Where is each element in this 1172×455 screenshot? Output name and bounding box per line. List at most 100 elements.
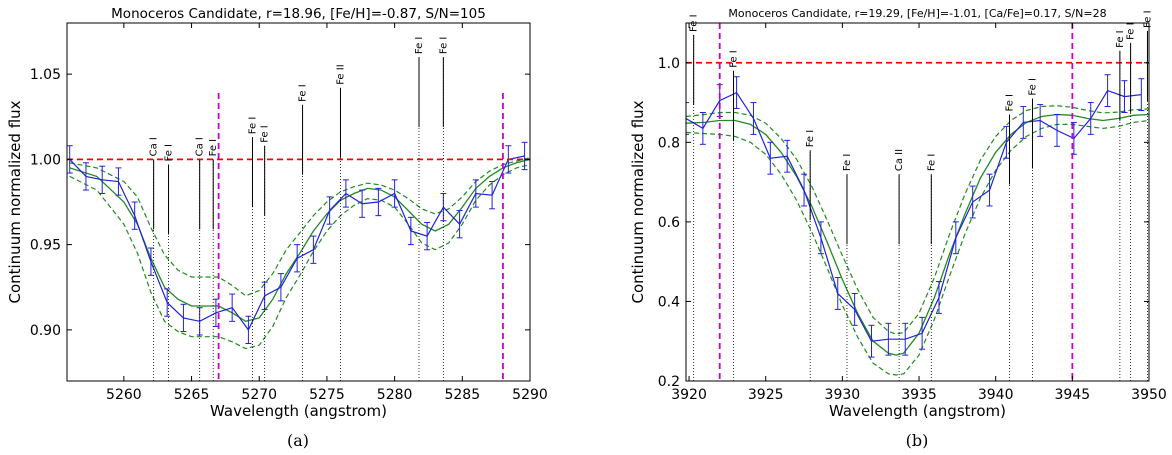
line-label: Fe I	[1126, 22, 1137, 40]
error-bar	[1138, 78, 1145, 112]
error-bar	[375, 187, 382, 217]
y-tick-label: 0.6	[658, 215, 680, 231]
error-bar	[407, 216, 414, 246]
error-bar	[986, 173, 993, 207]
x-tick-label: 5265	[174, 387, 210, 403]
y-tick-label: 0.4	[658, 294, 680, 310]
y-tick-label: 0.8	[658, 135, 680, 151]
line-marker: Fe I	[926, 154, 937, 381]
error-bar	[424, 221, 431, 251]
error-bar	[1104, 74, 1111, 108]
line-label: Fe I	[298, 84, 309, 102]
error-bar	[885, 322, 892, 356]
line-marker: Fe I	[247, 117, 258, 381]
error-bar	[391, 179, 398, 208]
x-tick-label: 5260	[106, 387, 142, 403]
y-tick-label: 0.90	[30, 323, 61, 339]
error-bar	[164, 288, 171, 317]
error-bar	[952, 221, 959, 255]
plot-area	[686, 23, 1149, 381]
error-bar	[294, 244, 301, 273]
x-tick-label: 5285	[444, 387, 480, 403]
error-bar	[733, 76, 740, 110]
line-label: Fe I	[208, 139, 219, 157]
line-label: Fe I	[842, 154, 853, 172]
line-marker: Fe I	[208, 139, 219, 381]
error-bar	[784, 139, 791, 173]
line-label: Fe I	[926, 154, 937, 172]
line-marker: Fe I	[689, 14, 700, 381]
error-bar	[1121, 80, 1128, 113]
error-bar	[261, 281, 268, 310]
y-axis: 0.90 0.95 1.00 1.05	[30, 67, 530, 339]
line-marker: Fe I	[414, 37, 425, 381]
error-bar	[1003, 125, 1010, 159]
line-marker: Fe I	[1126, 22, 1137, 381]
line-marker: Fe I	[438, 37, 449, 381]
chart-panel-b: Fe IFe IFe IFe I Ca II Fe IFe IFe IFe I Fe …	[629, 7, 1167, 450]
plot-area	[67, 93, 530, 381]
axes-frame	[685, 22, 1150, 382]
error-bar	[359, 189, 366, 218]
error-bar	[902, 322, 909, 356]
y-tick-label: 1.00	[30, 152, 61, 168]
y-tick-label: 1.05	[30, 67, 61, 83]
line-label: Fe I	[164, 144, 175, 162]
error-bar	[1020, 106, 1027, 139]
x-tick-label: 5290	[512, 387, 548, 403]
line-label: Fe I	[438, 37, 449, 55]
error-bar	[82, 162, 89, 191]
line-marker: Fe I	[1004, 94, 1015, 381]
model-upper-line	[69, 157, 530, 297]
model-upper-line	[686, 105, 1149, 335]
line-label: Ca I	[195, 137, 206, 156]
line-marker: Fe I	[805, 130, 816, 381]
error-bar	[440, 192, 447, 222]
model-lower-line	[69, 163, 530, 350]
x-axis-label: Wavelength (angstrom)	[829, 402, 1006, 420]
error-bar	[919, 316, 926, 350]
line-marker: Ca I	[195, 137, 206, 381]
line-marker: Fe I	[260, 125, 271, 381]
line-label: Fe I	[805, 130, 816, 148]
x-axis: 5260 5265 5270 5275 5280 5285 5290	[106, 23, 548, 403]
x-tick-label: 3920	[671, 387, 707, 403]
y-axis: 0.2 0.4 0.6 0.8 1.0	[658, 56, 1149, 390]
error-bar	[115, 167, 122, 196]
line-marker: Fe I	[1142, 10, 1153, 381]
error-bar	[342, 179, 349, 208]
error-bar	[147, 247, 154, 276]
error-bar	[1054, 113, 1061, 147]
panel-caption: (b)	[906, 431, 929, 450]
x-tick-label: 3945	[1055, 387, 1091, 403]
line-marker: Fe I	[842, 154, 853, 381]
error-bar	[196, 307, 203, 336]
line-label: Fe I	[247, 117, 258, 135]
error-bar	[767, 141, 774, 175]
error-bar	[716, 84, 723, 117]
error-bar	[131, 201, 138, 230]
error-bar	[750, 102, 757, 135]
y-axis-label: Continuum normalized flux	[6, 100, 24, 303]
error-bar	[851, 292, 858, 326]
error-bar	[277, 273, 284, 302]
observed-line	[69, 155, 525, 332]
error-bar	[310, 235, 317, 264]
line-marker: Fe I	[298, 84, 309, 381]
model-line	[69, 158, 530, 322]
y-tick-label: 0.2	[658, 374, 680, 390]
line-marker: Fe I	[729, 50, 740, 381]
line-label: Fe II	[335, 64, 346, 84]
x-tick-label: 3935	[901, 387, 937, 403]
error-bar	[969, 185, 976, 219]
y-tick-label: 1.0	[658, 56, 680, 72]
x-tick-label: 5280	[377, 387, 413, 403]
error-bar	[868, 324, 875, 358]
x-tick-label: 5270	[241, 387, 277, 403]
x-axis-label: Wavelength (angstrom)	[210, 402, 387, 420]
error-bar	[521, 141, 528, 171]
chart-title: Monoceros Candidate, r=19.29, [Fe/H]=-1.…	[728, 7, 1106, 20]
error-bar	[686, 102, 689, 135]
